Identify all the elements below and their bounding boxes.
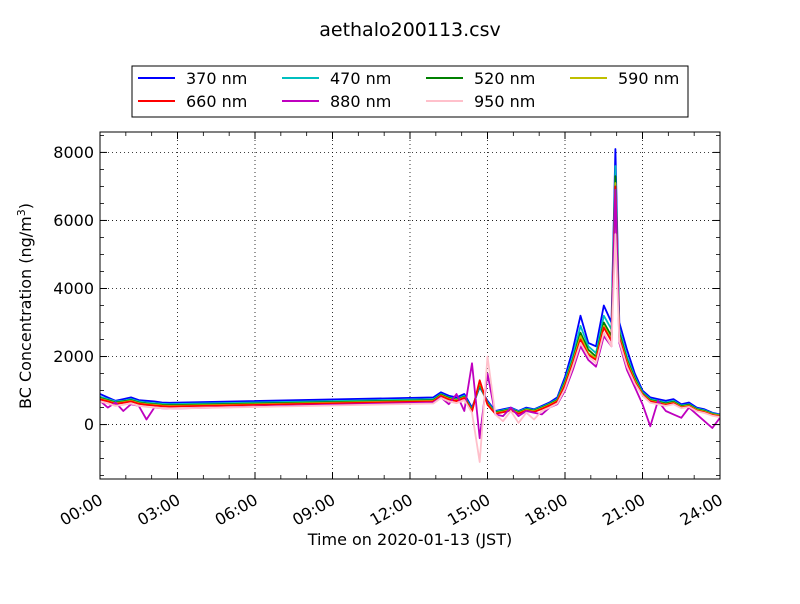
legend-label: 950 nm (474, 92, 535, 111)
legend-label: 370 nm (186, 69, 247, 88)
legend: 370 nm 470 nm 520 nm 590 nm 660 nm 880 nm 950 … (131, 65, 689, 118)
series-line (100, 233, 720, 463)
y-axis-label-main: BC Concentration (ng/m (16, 216, 35, 409)
x-axis-label: Time on 2020-01-13 (JST) (307, 530, 512, 549)
legend-label: 590 nm (618, 69, 679, 88)
legend-label: 880 nm (330, 92, 391, 111)
legend-box (131, 65, 689, 118)
y-axis-label: BC Concentration (ng/m3) (15, 203, 35, 409)
y-axis-label-superscript: 3 (15, 209, 28, 216)
legend-label: 470 nm (330, 69, 391, 88)
y-tick-label: 2000 (53, 347, 94, 366)
series-line (100, 148, 720, 416)
y-tick-label: 0 (84, 415, 94, 434)
y-tick-label: 4000 (53, 279, 94, 298)
y-axis-label-end: ) (16, 203, 35, 209)
chart-title: aethalo200113.csv (319, 19, 501, 41)
series-lines (100, 148, 720, 463)
y-tick-label: 8000 (53, 143, 94, 162)
legend-label: 660 nm (186, 92, 247, 111)
y-tick-label: 6000 (53, 211, 94, 230)
legend-label: 520 nm (474, 69, 535, 88)
